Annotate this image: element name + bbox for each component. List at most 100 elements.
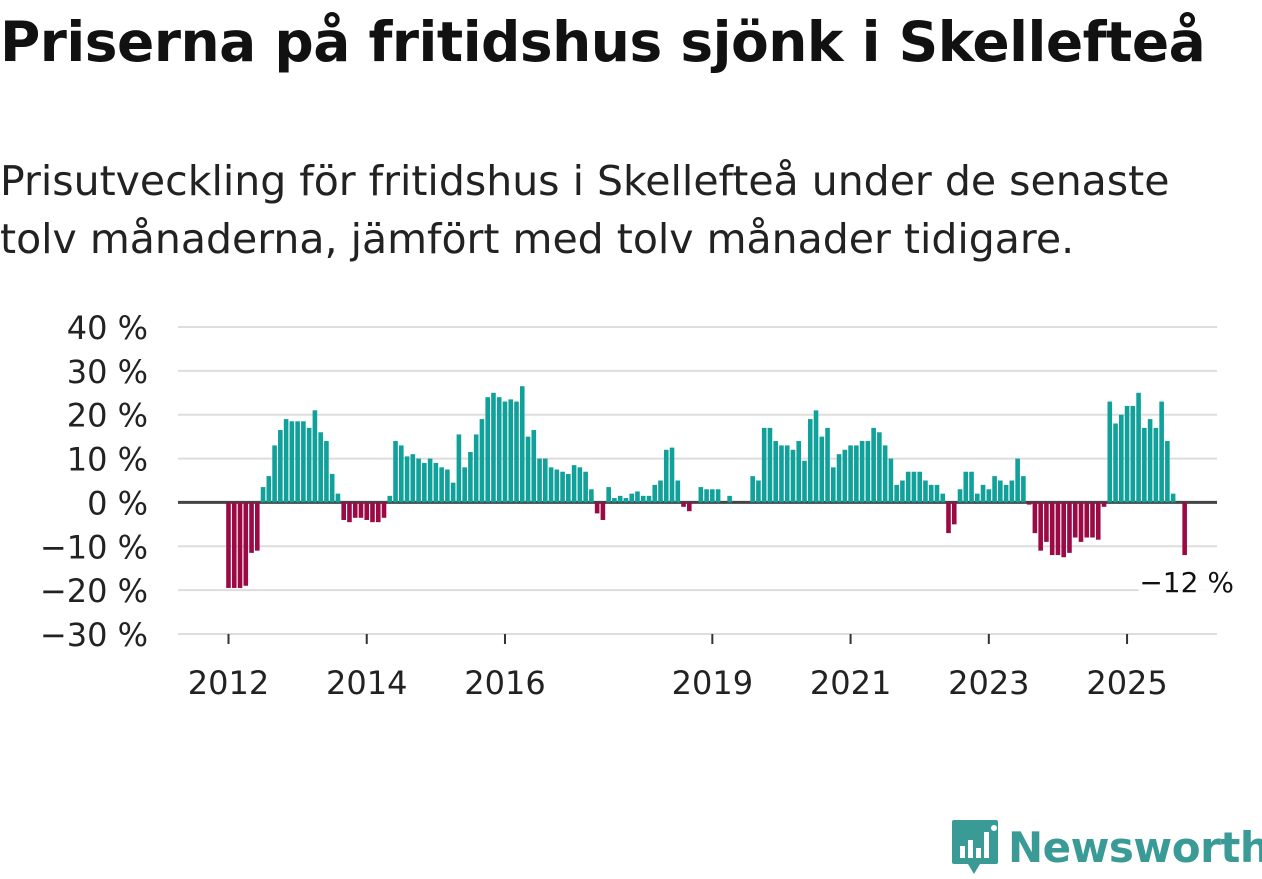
bar (807, 419, 813, 503)
bar (249, 502, 254, 553)
brand-name: Newsworthy (1008, 822, 1262, 872)
bar (1072, 502, 1078, 538)
bar (560, 471, 565, 503)
bar (1084, 502, 1090, 538)
bar (917, 471, 922, 503)
bar (848, 445, 853, 503)
bar (1136, 392, 1141, 503)
chart-title: Priserna på fritidshus sjönk i Skellefte… (0, 10, 1206, 74)
bar (859, 441, 865, 503)
x-tick-label: 2021 (810, 664, 891, 702)
chart-subtitle: Prisutveckling för fritidshus i Skelleft… (0, 157, 1170, 263)
bar (1142, 427, 1147, 503)
bar (1090, 502, 1095, 538)
y-tick-label: 20 % (67, 397, 148, 435)
y-axis: 40 % 30 % 20 % 10 % 0 % −10 % −20 % −30 % (40, 309, 148, 654)
bar (450, 482, 456, 503)
bar (548, 467, 554, 503)
bar (905, 471, 911, 503)
x-tick-label: 2023 (948, 664, 1029, 702)
y-tick-label: 30 % (67, 353, 148, 391)
bar (612, 498, 617, 503)
bar (583, 471, 588, 503)
bar (761, 427, 767, 503)
bar (606, 487, 611, 503)
bar (439, 467, 444, 503)
bar (669, 447, 675, 503)
bar (519, 386, 525, 503)
bar (888, 458, 894, 503)
bar (1147, 419, 1153, 503)
brand-logo: Newsworthy (950, 818, 1262, 876)
bar (347, 502, 352, 523)
bar (566, 473, 571, 503)
bar (946, 502, 951, 534)
bar (255, 502, 260, 551)
y-tick-label: 0 % (87, 484, 148, 522)
x-tick-label: 2012 (188, 664, 269, 702)
bar (900, 480, 905, 503)
bar (393, 441, 398, 503)
x-tick-label: 2025 (1086, 664, 1167, 702)
bar (473, 434, 479, 503)
bar (289, 421, 295, 503)
x-tick-label: 2014 (326, 664, 407, 702)
bar (1101, 502, 1107, 507)
bar (951, 502, 957, 525)
bar (329, 473, 335, 503)
bar (1021, 476, 1026, 503)
bar (963, 471, 969, 503)
bar (1170, 493, 1176, 503)
bar (410, 454, 416, 503)
bar (998, 480, 1003, 503)
bar (727, 495, 732, 503)
bar (663, 449, 669, 503)
bar (802, 460, 807, 503)
bar (537, 458, 542, 503)
annotation: −12 % (1138, 566, 1235, 599)
bars (226, 386, 1187, 588)
bar (491, 392, 496, 503)
bar (813, 410, 819, 503)
bar (318, 432, 323, 503)
bar (1124, 405, 1130, 503)
bar (1026, 502, 1032, 505)
bar (658, 480, 663, 503)
bar (1159, 401, 1164, 503)
bar (352, 502, 358, 518)
bar (819, 436, 825, 503)
bar (784, 445, 790, 503)
y-tick-label: −30 % (40, 616, 148, 654)
bar (283, 419, 289, 503)
bar (646, 495, 652, 503)
bar (324, 441, 329, 503)
bar (1055, 502, 1061, 556)
bar (629, 493, 634, 503)
bar (1078, 502, 1084, 542)
bar (825, 427, 830, 503)
bar (231, 502, 237, 588)
bar (992, 476, 997, 503)
bar (975, 493, 980, 503)
y-tick-label: 40 % (67, 309, 148, 347)
bar (980, 484, 986, 503)
bar (335, 493, 341, 503)
bar (554, 469, 560, 503)
bar (306, 427, 312, 503)
bar (416, 458, 421, 503)
bar (399, 445, 404, 503)
bar (589, 489, 594, 503)
bar (617, 495, 623, 503)
bar (854, 445, 859, 503)
bar (243, 502, 249, 586)
bar (767, 427, 773, 503)
bar (623, 498, 629, 503)
bar (364, 502, 370, 520)
bar (543, 458, 548, 503)
bar (508, 399, 514, 503)
annotation-bg (1138, 566, 1235, 596)
bar (381, 502, 387, 518)
bar (358, 502, 364, 518)
bar (796, 441, 802, 503)
